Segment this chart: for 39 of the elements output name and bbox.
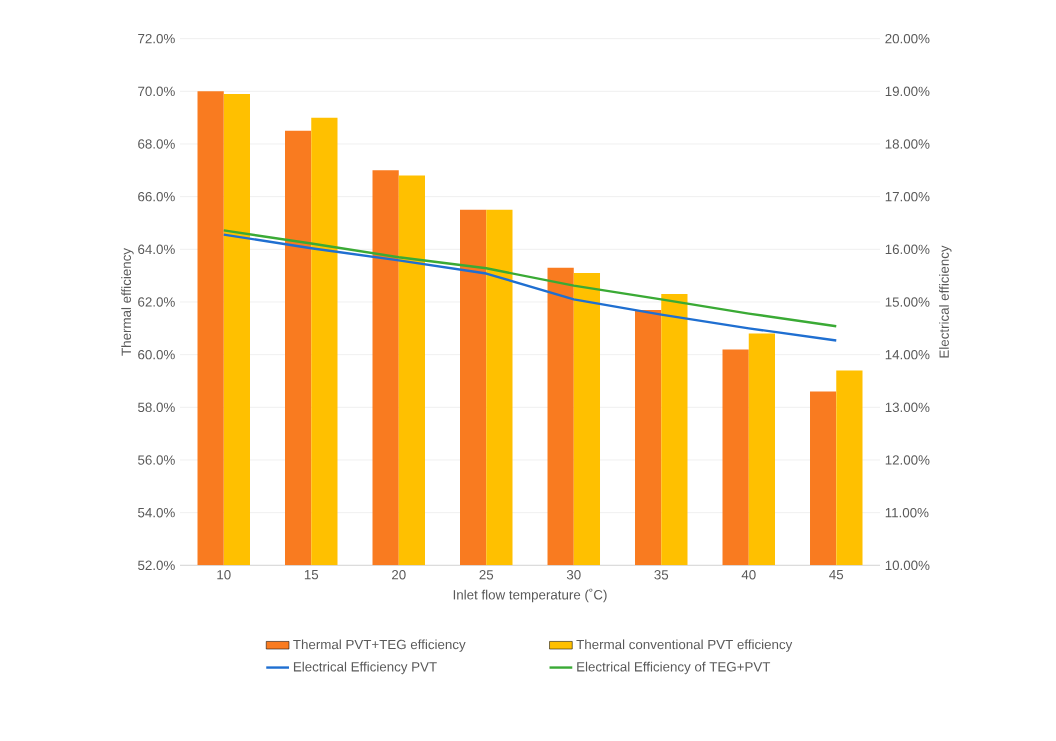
y-tick-label: 66.0% — [138, 191, 175, 202]
y2-tick-label: 17.00% — [885, 191, 930, 202]
y-tick-label: 54.0% — [138, 507, 175, 518]
y-tick-label: 60.0% — [138, 349, 175, 360]
x-axis-title: Inlet flow temperature (˚C) — [453, 588, 607, 602]
y-tick-label: 56.0% — [138, 455, 175, 465]
y2-tick-label: 14.00% — [885, 349, 930, 360]
x-tick-label: 45 — [829, 569, 844, 580]
y2-tick-label: 18.00% — [885, 139, 930, 149]
x-tick-label: 10 — [217, 569, 231, 580]
y-tick-label: 58.0% — [138, 402, 175, 412]
x-tick-label: 30 — [566, 569, 581, 580]
y2-axis-title: Electrical efficiency — [939, 245, 952, 358]
legend-label: Electrical Efficiency PVT — [293, 661, 437, 674]
legend-label: Thermal PVT+TEG efficiency — [293, 639, 466, 652]
x-tick-label: 40 — [741, 569, 756, 580]
y2-tick-label: 11.00% — [885, 507, 929, 518]
legend-label: Electrical Efficiency of TEG+PVT — [577, 661, 771, 674]
legend-label: Thermal conventional PVT efficiency — [576, 639, 793, 652]
y2-tick-label: 16.00% — [885, 244, 930, 254]
y-tick-label: 70.0% — [138, 86, 175, 96]
line-series — [222, 229, 838, 328]
line-series — [222, 233, 838, 342]
y-tick-label: 62.0% — [138, 297, 175, 307]
y-tick-label: 64.0% — [138, 244, 175, 254]
y2-tick-label: 13.00% — [885, 402, 930, 412]
x-tick-label: 20 — [392, 569, 406, 580]
y2-tick-label: 20.00% — [885, 33, 930, 44]
y-axis-title: Thermal efficiency — [121, 247, 134, 356]
y2-tick-label: 10.00% — [885, 560, 930, 570]
y2-tick-label: 15.00% — [885, 297, 930, 307]
x-tick-label: 15 — [304, 569, 319, 580]
x-tick-label: 25 — [479, 569, 494, 580]
y2-tick-label: 12.00% — [885, 455, 930, 465]
y2-tick-label: 19.00% — [885, 86, 930, 96]
y-tick-label: 72.0% — [138, 33, 175, 44]
x-tick-label: 35 — [654, 569, 669, 580]
y-tick-label: 68.0% — [138, 139, 175, 149]
y-tick-label: 52.0% — [138, 560, 175, 570]
